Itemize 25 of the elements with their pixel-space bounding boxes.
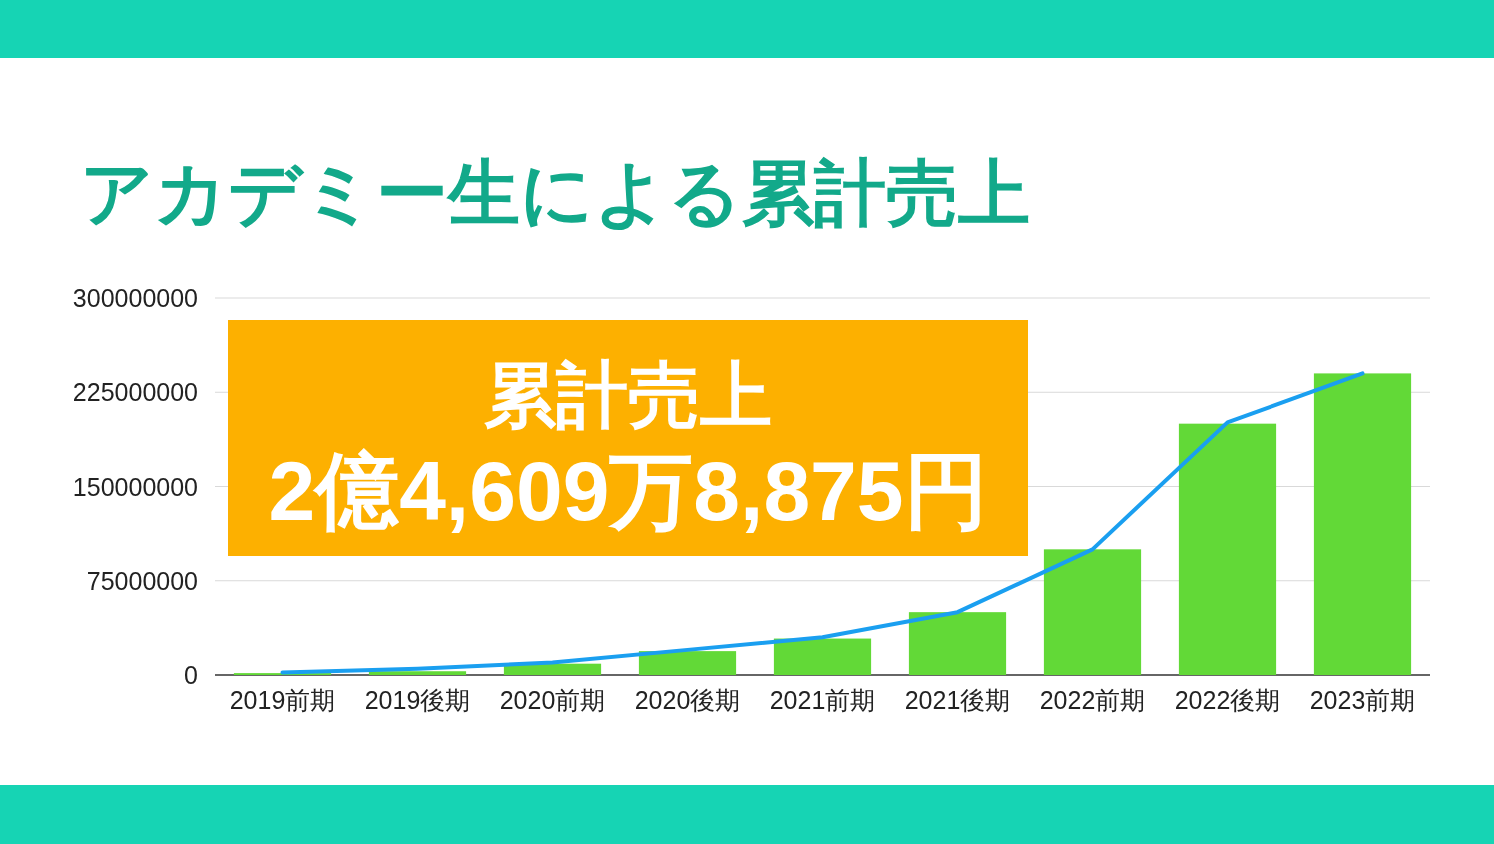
x-tick-label: 2019後期 (364, 686, 471, 714)
bar (368, 671, 467, 675)
annotation: 2億4,609万8,875円 (268, 444, 988, 538)
y-tick-label: 75000000 (86, 566, 198, 595)
x-tick-label: 2019前期 (229, 686, 336, 714)
bar (773, 638, 872, 675)
bar (1313, 373, 1412, 675)
x-tick-label: 2020前期 (499, 686, 606, 714)
x-tick-label: 2022前期 (1039, 686, 1146, 714)
y-tick-label: 300000000 (72, 284, 198, 312)
bar (638, 651, 737, 675)
x-tick-label: 2021後期 (904, 686, 1011, 714)
x-tick-label: 2023前期 (1309, 686, 1416, 714)
annotation: 累計売上 (484, 355, 772, 435)
x-tick-label: 2020後期 (634, 686, 741, 714)
x-tick-label: 2021前期 (769, 686, 876, 714)
x-tick-label: 2022後期 (1174, 686, 1281, 714)
y-tick-label: 150000000 (72, 472, 198, 501)
y-tick-label: 225000000 (72, 378, 198, 407)
bar (908, 612, 1007, 675)
y-tick-label: 0 (184, 661, 198, 689)
bar (1178, 423, 1277, 675)
bar (503, 663, 602, 675)
bar (1043, 549, 1142, 675)
chart-title: アカデミー生による累計売上 (80, 153, 1030, 233)
